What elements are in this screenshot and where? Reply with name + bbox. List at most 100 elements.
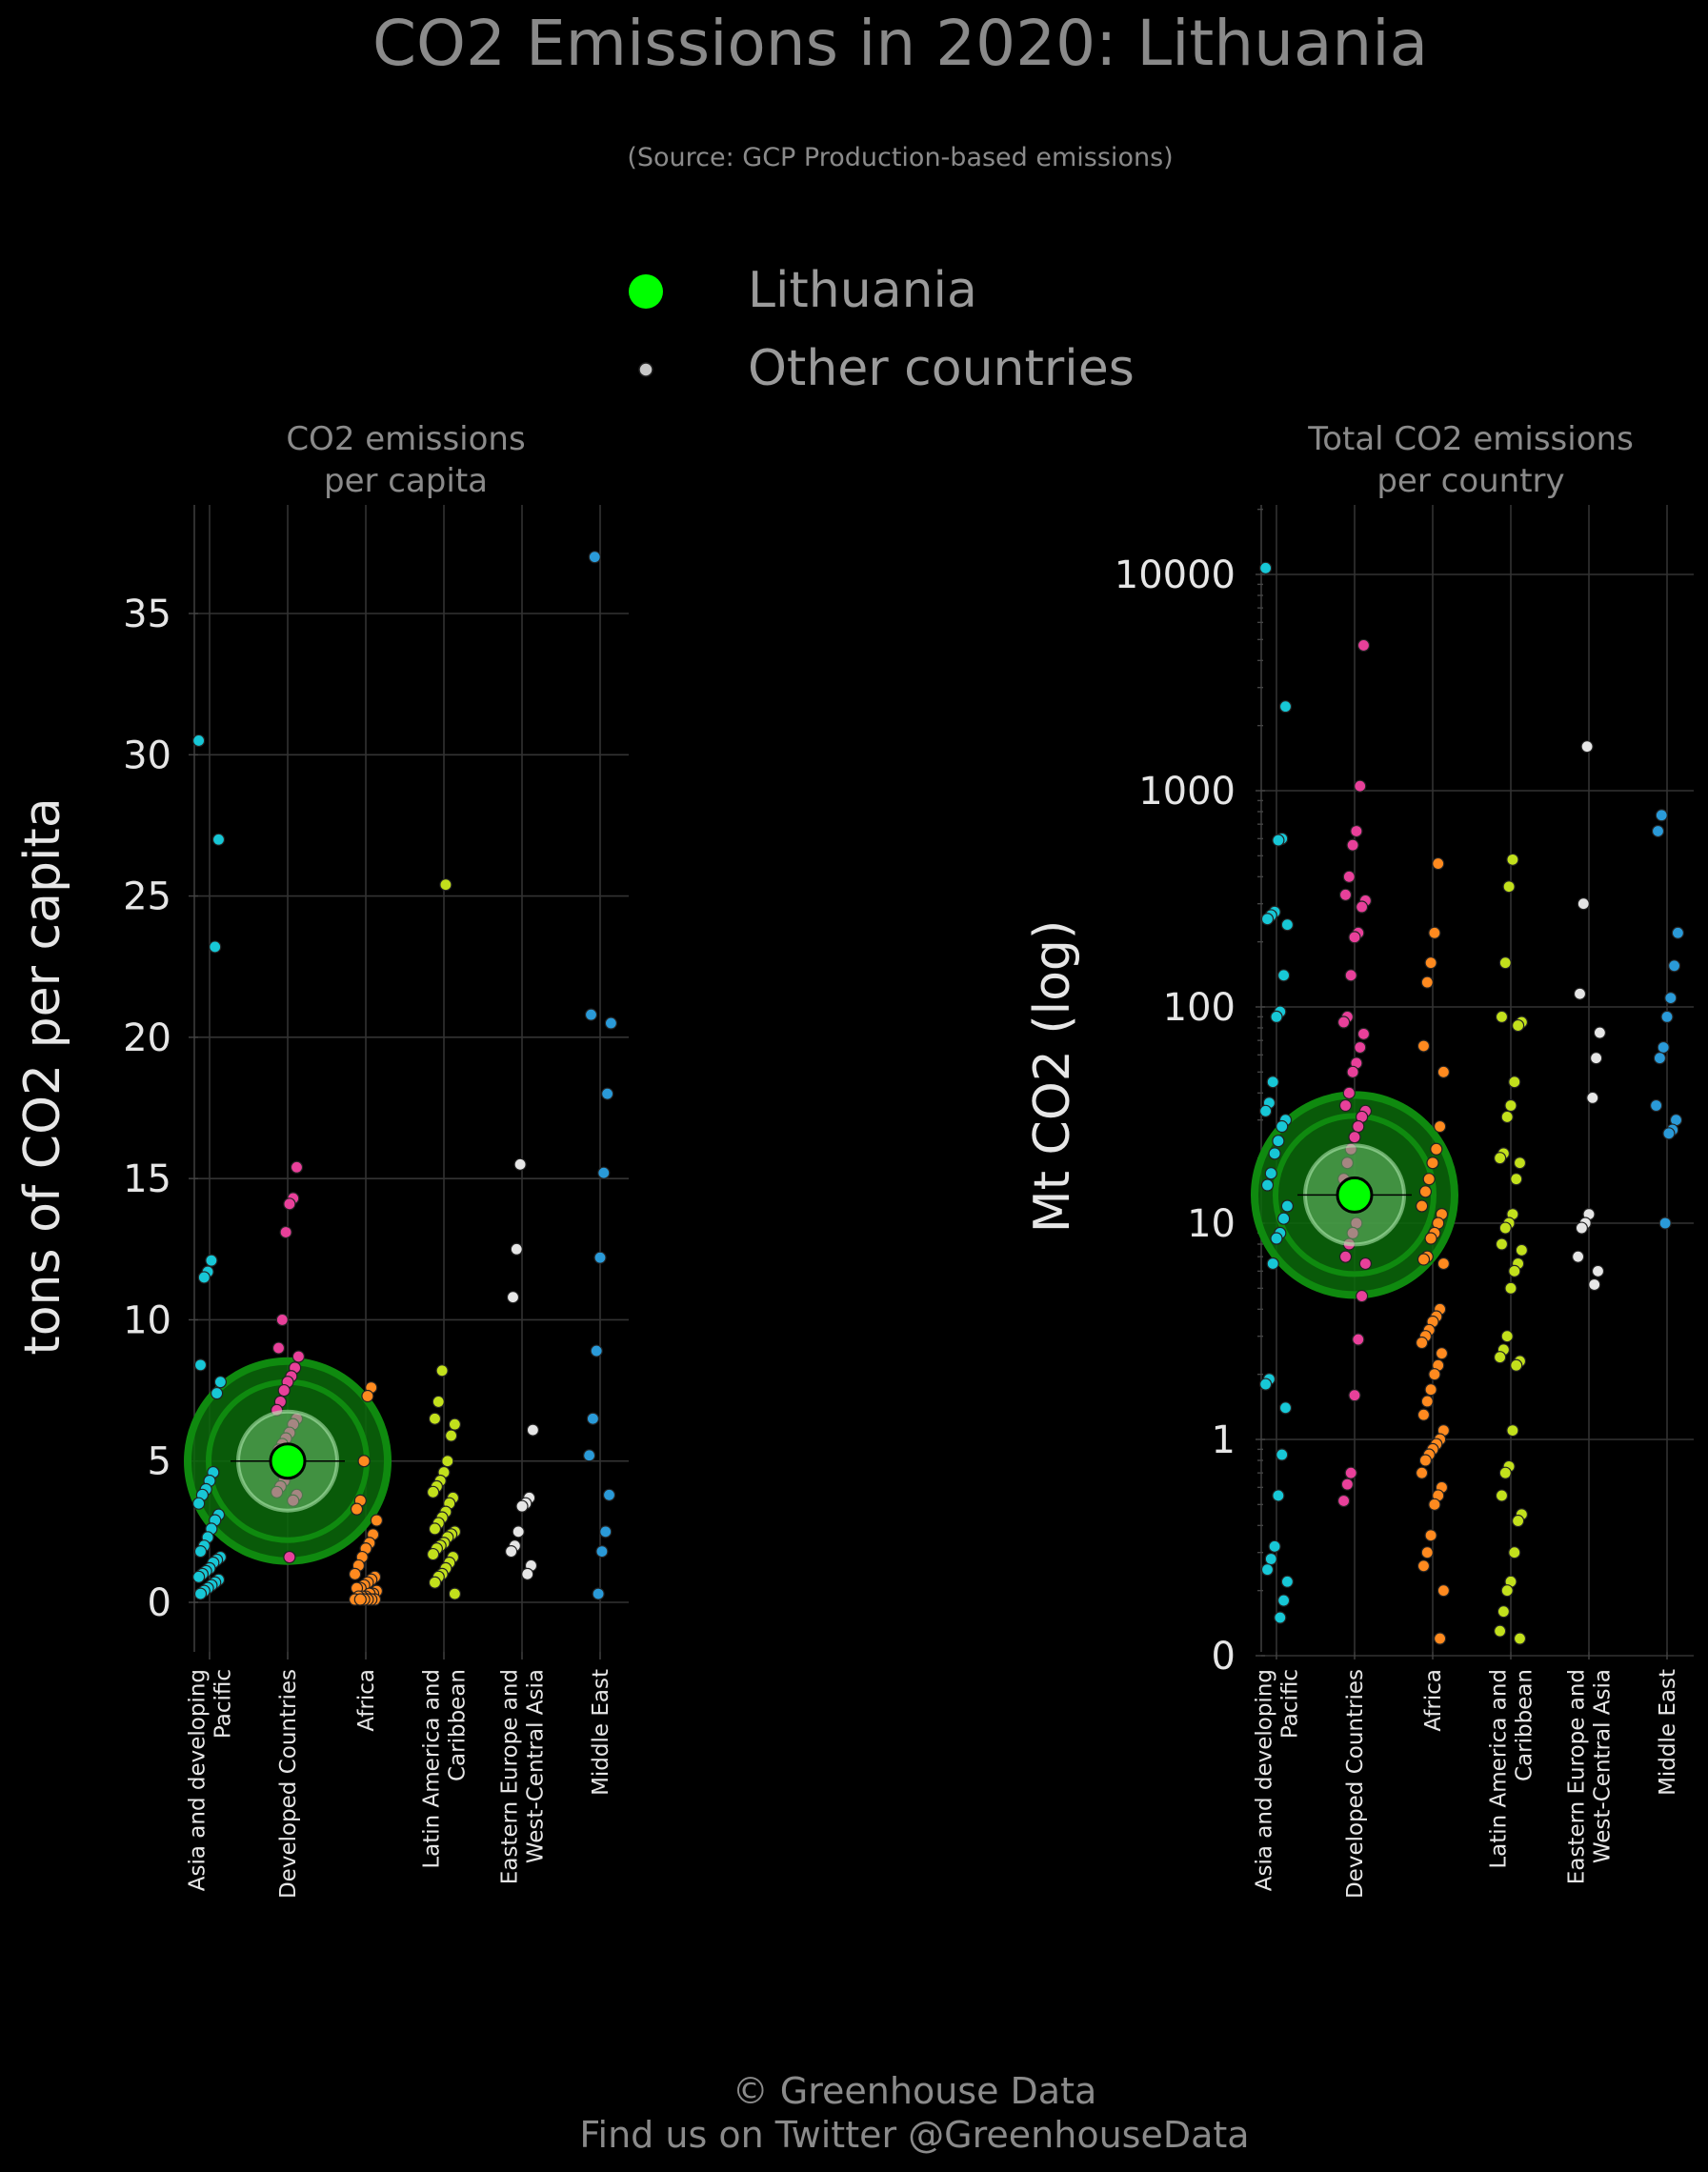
data-point xyxy=(1355,900,1369,914)
y-tick-label: 20 xyxy=(123,1016,171,1060)
y-tick-label: 15 xyxy=(123,1157,171,1201)
y-axis-label: Mt CO2 (log) xyxy=(1024,920,1081,1233)
data-point xyxy=(1340,1478,1355,1491)
data-point xyxy=(1268,1539,1281,1553)
data-point xyxy=(1495,1237,1509,1251)
y-tick-label: 1 xyxy=(1212,1418,1236,1462)
data-point xyxy=(1358,1257,1373,1271)
data-point xyxy=(1495,1489,1509,1502)
data-point xyxy=(600,1087,614,1100)
data-point xyxy=(1437,1584,1451,1598)
data-point xyxy=(1589,1052,1603,1065)
x-category-label-group: Asia and developing Pacific xyxy=(1253,1669,1303,1891)
data-point xyxy=(1352,1119,1365,1134)
data-point xyxy=(1508,1076,1521,1089)
data-point xyxy=(1508,1264,1521,1277)
data-point xyxy=(1417,1253,1431,1266)
data-point xyxy=(1662,1127,1676,1140)
x-category-label: Caribbean xyxy=(446,1669,471,1781)
data-point xyxy=(1651,824,1665,838)
data-point xyxy=(1355,1289,1369,1303)
data-point xyxy=(1498,956,1512,970)
data-point xyxy=(1342,870,1356,883)
data-point xyxy=(1268,1147,1281,1160)
x-category-label: West-Central Asia xyxy=(524,1669,549,1863)
x-category-label-group: Middle East xyxy=(589,1669,613,1796)
data-point xyxy=(193,1587,208,1600)
data-point xyxy=(590,1344,603,1358)
x-category-label: Middle East xyxy=(589,1669,613,1796)
x-category-label-group: Developed Countries xyxy=(276,1669,301,1899)
data-point xyxy=(1344,969,1357,982)
data-point xyxy=(193,1358,208,1372)
data-point xyxy=(370,1514,383,1527)
data-point xyxy=(1338,1250,1353,1263)
data-point xyxy=(1513,1156,1527,1170)
x-category-label: West-Central Asia xyxy=(1591,1669,1616,1863)
data-point xyxy=(1417,1039,1431,1053)
data-point xyxy=(595,1545,609,1559)
data-point xyxy=(427,1547,440,1561)
data-point xyxy=(1418,1185,1433,1198)
data-point xyxy=(1510,1173,1523,1186)
panel-total: Total CO2 emissions per country Mt CO2 (lo… xyxy=(1024,420,1694,1899)
data-point xyxy=(1258,1378,1273,1391)
footer-twitter: Find us on Twitter @GreenhouseData xyxy=(579,2114,1249,2156)
data-point xyxy=(1649,1098,1663,1113)
data-point xyxy=(1433,1632,1447,1645)
x-category-label-group: Latin America and Caribbean xyxy=(420,1669,471,1869)
x-category-label-group: Africa xyxy=(354,1669,379,1732)
data-point xyxy=(1506,1424,1519,1438)
data-point xyxy=(1356,638,1371,653)
data-point xyxy=(357,1455,371,1468)
y-tick-label: 35 xyxy=(123,593,171,636)
data-point xyxy=(1276,969,1291,982)
data-point xyxy=(1260,1178,1275,1192)
chart-title: CO2 Emissions in 2020: Lithuania xyxy=(372,7,1428,80)
data-point xyxy=(291,1350,305,1363)
data-point xyxy=(428,1412,442,1425)
footer-copyright: © Greenhouse Data xyxy=(733,2070,1097,2112)
data-point xyxy=(1270,1232,1283,1245)
x-category-label-group: Africa xyxy=(1421,1669,1446,1732)
data-point xyxy=(1577,897,1590,911)
data-point xyxy=(361,1389,374,1403)
y-tick-label: 10 xyxy=(1187,1202,1236,1246)
data-point xyxy=(1588,1277,1601,1292)
data-point xyxy=(586,1412,600,1425)
x-category-label-group: Eastern Europe and West-Central Asia xyxy=(1565,1669,1616,1884)
data-point xyxy=(1498,1466,1512,1479)
data-point xyxy=(290,1160,304,1174)
data-point xyxy=(1502,880,1516,894)
data-point xyxy=(1417,1408,1431,1421)
data-point xyxy=(1504,1281,1517,1295)
data-point xyxy=(1430,1142,1443,1156)
data-point xyxy=(582,1449,596,1462)
data-point xyxy=(1420,975,1434,989)
x-category-label-group: Developed Countries xyxy=(1343,1669,1368,1899)
data-point xyxy=(526,1423,540,1437)
data-point xyxy=(1272,1135,1285,1148)
data-point xyxy=(209,940,222,954)
y-tick-label: 25 xyxy=(123,875,171,919)
x-category-label-group: Latin America and Caribbean xyxy=(1487,1669,1537,1869)
data-point xyxy=(521,1567,534,1580)
data-point xyxy=(1508,1546,1521,1559)
data-point xyxy=(1657,1040,1670,1055)
data-point xyxy=(512,1525,525,1538)
data-point xyxy=(506,1291,520,1304)
data-point xyxy=(1422,1173,1436,1186)
data-point xyxy=(1276,1119,1289,1134)
data-point xyxy=(1428,926,1441,939)
data-point xyxy=(1415,1199,1429,1213)
x-category-label: Developed Countries xyxy=(1343,1669,1368,1899)
data-point xyxy=(1593,1026,1607,1039)
data-point xyxy=(1264,1167,1277,1180)
data-point xyxy=(353,1593,367,1606)
data-point xyxy=(1571,1250,1585,1263)
data-point xyxy=(1506,853,1519,866)
data-point xyxy=(1354,779,1367,793)
data-point xyxy=(1264,1552,1277,1566)
x-category-label-group: Middle East xyxy=(1656,1669,1680,1796)
data-point xyxy=(435,1364,449,1378)
